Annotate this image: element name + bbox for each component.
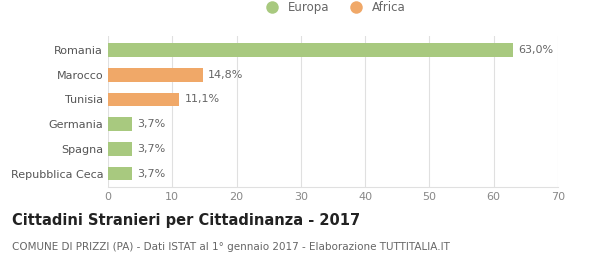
Text: 14,8%: 14,8% bbox=[208, 70, 244, 80]
Legend: Europa, Africa: Europa, Africa bbox=[255, 0, 411, 18]
Bar bbox=[108, 117, 132, 131]
Text: 3,7%: 3,7% bbox=[137, 144, 165, 154]
Bar bbox=[108, 142, 132, 156]
Text: COMUNE DI PRIZZI (PA) - Dati ISTAT al 1° gennaio 2017 - Elaborazione TUTTITALIA.: COMUNE DI PRIZZI (PA) - Dati ISTAT al 1°… bbox=[12, 242, 450, 252]
Text: 3,7%: 3,7% bbox=[137, 119, 165, 129]
Bar bbox=[108, 167, 132, 180]
Text: Cittadini Stranieri per Cittadinanza - 2017: Cittadini Stranieri per Cittadinanza - 2… bbox=[12, 213, 360, 228]
Bar bbox=[108, 93, 179, 106]
Text: 11,1%: 11,1% bbox=[185, 94, 220, 105]
Bar bbox=[108, 68, 203, 82]
Text: 3,7%: 3,7% bbox=[137, 168, 165, 179]
Bar bbox=[108, 43, 513, 57]
Text: 63,0%: 63,0% bbox=[518, 45, 553, 55]
